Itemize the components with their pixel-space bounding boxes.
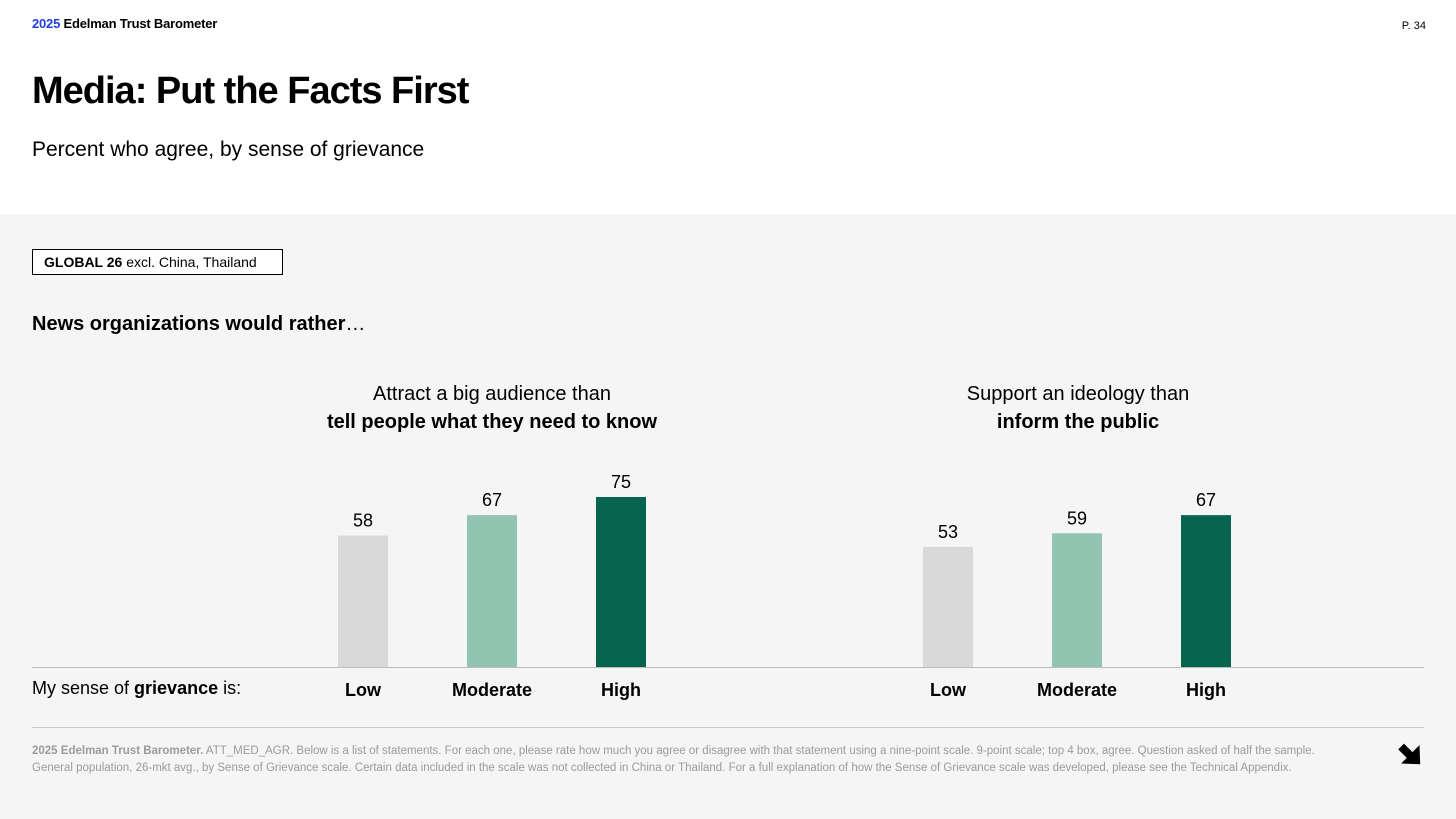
bar-chart1-low xyxy=(338,535,388,667)
grievance-row-label: My sense of grievance is: xyxy=(32,678,241,699)
bar-chart2-low xyxy=(923,546,973,667)
lead-bold: News organizations would rather xyxy=(32,313,346,335)
row-label-post: is: xyxy=(218,678,242,698)
category-label-chart1-high: High xyxy=(601,680,641,700)
data-label-chart2-low: 53 xyxy=(938,522,958,542)
category-label-chart1-moderate: Moderate xyxy=(452,680,532,700)
lead-statement: News organizations would rather… xyxy=(32,313,365,336)
scope-badge: GLOBAL 26 excl. China, Thailand xyxy=(32,249,283,275)
scope-bold: GLOBAL 26 xyxy=(44,254,123,270)
category-label-chart2-low: Low xyxy=(930,680,967,700)
chart-1-title-line1: Attract a big audience than xyxy=(373,383,611,405)
row-label-pre: My sense of xyxy=(32,678,135,698)
chart-1-title-line2: tell people what they need to know xyxy=(326,411,658,433)
arrow-down-right-icon[interactable] xyxy=(1396,740,1426,770)
brand-logo: 2025 Edelman Trust Barometer xyxy=(32,16,217,31)
chart-1-title: Attract a big audience than tell people … xyxy=(242,380,742,436)
chart-2-title-line1: Support an ideology than xyxy=(966,383,1190,405)
bar-chart2-moderate xyxy=(1052,533,1102,667)
page-subtitle: Percent who agree, by sense of grievance xyxy=(32,138,425,161)
bar-chart2-high xyxy=(1181,515,1231,667)
footnote-source: 2025 Edelman Trust Barometer. xyxy=(32,745,204,757)
scope-rest: excl. China, Thailand xyxy=(122,254,257,270)
page-title: Media: Put the Facts First xyxy=(32,70,469,112)
lead-rest: … xyxy=(345,313,366,335)
data-label-chart2-moderate: 59 xyxy=(1067,508,1087,528)
row-label-bold: grievance xyxy=(134,678,219,698)
chart-2-title-line2: inform the public xyxy=(996,411,1160,433)
data-label-chart1-low: 58 xyxy=(353,511,373,531)
chart-2-title: Support an ideology than inform the publ… xyxy=(828,380,1328,436)
data-label-chart1-moderate: 67 xyxy=(482,490,502,510)
footer-divider xyxy=(32,727,1424,728)
brand-year: 2025 xyxy=(32,16,61,31)
data-label-chart2-high: 67 xyxy=(1196,490,1216,510)
category-label-chart2-high: High xyxy=(1186,680,1226,700)
category-label-chart1-low: Low xyxy=(345,680,382,700)
data-label-chart1-high: 75 xyxy=(611,472,631,492)
bar-chart1-high xyxy=(596,497,646,667)
bar-chart1-moderate xyxy=(467,515,517,667)
footnote: 2025 Edelman Trust Barometer. ATT_MED_AG… xyxy=(32,743,1352,777)
page-number: P. 34 xyxy=(1401,20,1426,32)
brand-name: Edelman Trust Barometer xyxy=(60,16,218,31)
category-label-chart2-moderate: Moderate xyxy=(1037,680,1117,700)
footnote-text: ATT_MED_AGR. Below is a list of statemen… xyxy=(32,745,1315,774)
